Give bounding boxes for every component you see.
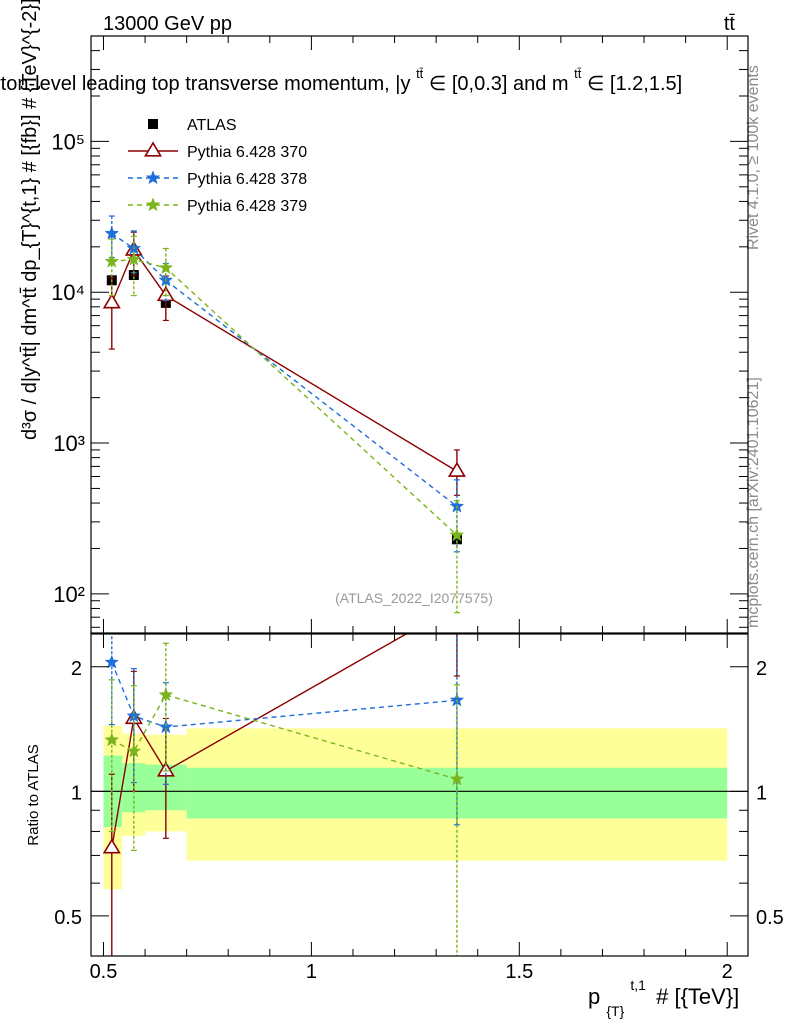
legend: ATLAS Pythia 6.428 370 Pythia 6.428 378 Pyt… <box>128 117 307 215</box>
x-label-main: p <box>588 984 600 1009</box>
ratio-y-tick-label: 0.5 <box>756 907 784 929</box>
x-axis-label: p {T} t,1 # [{TeV}] <box>588 970 739 1021</box>
ratio-frame <box>90 633 749 957</box>
y-tick-label: 10⁴ <box>51 280 85 305</box>
legend-marker <box>148 119 158 129</box>
ratio-y-tick-label: 1 <box>71 782 82 804</box>
ratio-point <box>102 838 121 854</box>
legend-marker <box>143 141 163 157</box>
main-point <box>449 527 465 542</box>
main-line <box>111 232 458 507</box>
title-end: ∈ [1.2,1.5] <box>587 73 682 95</box>
legend-marker <box>145 170 161 185</box>
main-series-0 <box>106 270 462 545</box>
main-frame <box>90 35 749 634</box>
legend-label: Pythia 6.428 378 <box>187 171 307 188</box>
y-axis-label: d³σ / d|y^tt̄| dm^tt̄ dp_{T}^{t,1} # [{f… <box>19 0 41 440</box>
main-point <box>102 293 121 309</box>
main-point <box>104 253 120 268</box>
y-tick-label: 10⁵ <box>51 129 85 154</box>
ratio-series-2 <box>104 642 465 956</box>
y-tick-label: 10³ <box>53 431 85 456</box>
main-point <box>104 225 120 240</box>
title-mid: ∈ [0,0.3] and m <box>429 73 569 95</box>
ratio-point <box>449 692 465 707</box>
main-point <box>451 534 462 545</box>
legend-marker <box>145 197 161 212</box>
ratio-line <box>111 662 457 728</box>
ratio-point <box>126 708 142 723</box>
process-label: tt̄ <box>724 13 736 35</box>
ratio-axis-label: Ratio to ATLAS <box>25 744 42 845</box>
ratio-point <box>104 732 120 747</box>
legend-label: Pythia 6.428 379 <box>187 198 307 215</box>
y-tick-label: 10² <box>53 582 85 607</box>
main-series-3 <box>104 235 465 614</box>
ratio-line <box>111 634 408 849</box>
energy-label: 13000 GeV pp <box>103 13 232 35</box>
x-label-sub: {T} <box>606 1003 624 1019</box>
main-line <box>111 248 458 472</box>
main-line <box>111 258 458 536</box>
legend-label: Pythia 6.428 370 <box>187 144 307 161</box>
ratio-y-tick-label: 1 <box>756 782 767 804</box>
main-point <box>447 461 466 477</box>
ratio-point <box>449 771 465 786</box>
ratio-point <box>126 743 142 758</box>
title-text: rton-level leading top transverse moment… <box>0 73 411 95</box>
title-sup-2: tt̄ <box>574 66 582 81</box>
mcplots-label: mcplots.cern.ch [arXiv:2401.10621] <box>745 377 762 628</box>
svg-text:rton-level leading top transve: rton-level leading top transverse moment… <box>0 61 682 95</box>
rivet-label: Rivet 4.1.0, ≥ 100k events <box>745 65 762 250</box>
x-tick-label: 1.5 <box>505 961 533 983</box>
ratio-bands <box>103 725 728 890</box>
x-tick-label: 2 <box>722 961 733 983</box>
ratio-y-tick-label: 2 <box>71 658 82 680</box>
main-point <box>126 251 142 266</box>
ratio-panel: 0.5 1 1.5 2 0.5 0.5 1 1 2 2 <box>54 633 784 983</box>
ratio-point <box>104 654 120 669</box>
x-label-rest: # [{TeV}] <box>656 984 739 1009</box>
x-tick-label: 1 <box>306 961 317 983</box>
ratio-y-tick-label: 0.5 <box>54 907 82 929</box>
main-panel: 10² 10³ 10⁴ 10⁵ <box>51 35 749 634</box>
title-sup-1: tt̄ <box>416 66 424 81</box>
ratio-line <box>111 694 458 780</box>
ratio-point <box>158 687 174 702</box>
main-series-1 <box>102 231 466 496</box>
ratio-y-tick-label: 2 <box>756 658 767 680</box>
x-tick-label: 0.5 <box>90 961 118 983</box>
x-label-sup: t,1 <box>630 977 646 993</box>
legend-label: ATLAS <box>187 117 237 134</box>
plot-title: rton-level leading top transverse moment… <box>0 61 682 95</box>
main-point <box>158 260 174 275</box>
watermark: (ATLAS_2022_I2077575) <box>335 590 493 606</box>
